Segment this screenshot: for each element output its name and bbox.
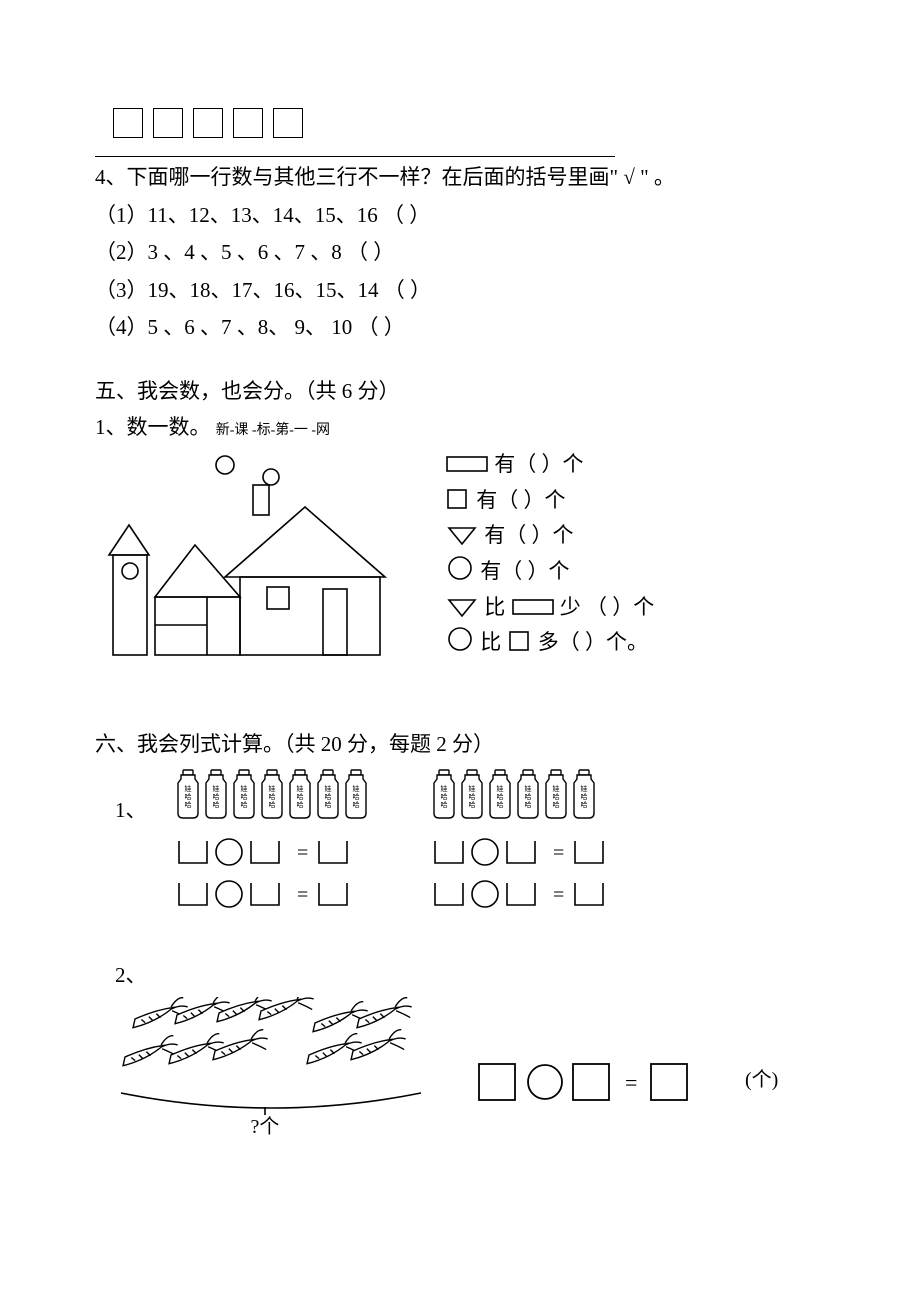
question-4: 4、下面哪一行数与其他三行不一样？在后面的括号里画" √ " 。 （1）11、1…	[95, 161, 825, 345]
svg-text:哈: 哈	[352, 792, 359, 801]
svg-text:娃: 娃	[324, 784, 331, 793]
q4-head: 4、下面哪一行数与其他三行不一样？在后面的括号里画" √ " 。	[95, 161, 825, 195]
cmp1-tail: 少 （ ）个	[560, 595, 655, 619]
svg-text:娃: 娃	[552, 784, 559, 793]
section-5-head: 五、我会数，也会分。（共 6 分）	[95, 375, 825, 405]
svg-text:哈: 哈	[496, 792, 503, 801]
svg-text:哈: 哈	[440, 792, 447, 801]
bottles-left: 娃 哈 哈 娃 哈 哈 娃 哈 哈 娃 哈 哈 娃 哈	[173, 768, 403, 827]
svg-text:娃: 娃	[352, 784, 359, 793]
cmp2-tail: 多（ ）个。	[538, 630, 648, 654]
svg-text:娃: 娃	[468, 784, 475, 793]
svg-text:哈: 哈	[184, 800, 191, 809]
carrots-figure: ?个	[115, 997, 435, 1142]
p2-unit: (个)	[745, 1069, 778, 1091]
svg-text:哈: 哈	[496, 800, 503, 809]
svg-text:哈: 哈	[268, 800, 275, 809]
svg-text:=: =	[553, 842, 564, 864]
svg-text:哈: 哈	[580, 792, 587, 801]
svg-text:娃: 娃	[184, 784, 191, 793]
svg-text:哈: 哈	[524, 800, 531, 809]
q4-row-3: （3）19、18、17、16、15、14 （ ）	[95, 274, 825, 308]
p1-label: 1、	[115, 768, 147, 824]
rectangle-icon	[445, 453, 489, 475]
svg-text:娃: 娃	[440, 784, 447, 793]
bottles-right: 娃 哈 哈 娃 哈 哈 娃 哈 哈 娃 哈 哈 娃 哈	[429, 768, 659, 827]
svg-text:哈: 哈	[324, 792, 331, 801]
equation-row: =	[173, 877, 403, 911]
svg-text:哈: 哈	[324, 800, 331, 809]
svg-text:哈: 哈	[240, 800, 247, 809]
count-square: 有（ ）个	[476, 488, 565, 512]
svg-text:哈: 哈	[184, 792, 191, 801]
count-circle: 有（ ）个	[480, 559, 569, 583]
section-6-head: 六、我会列式计算。（共 20 分，每题 2 分）	[95, 728, 825, 758]
svg-text:=: =	[297, 842, 308, 864]
blank-box	[153, 108, 183, 138]
p2-label: 2、	[115, 959, 825, 989]
triangle-icon	[445, 596, 479, 618]
svg-text:哈: 哈	[240, 792, 247, 801]
circle-icon	[445, 625, 475, 653]
svg-text:哈: 哈	[296, 800, 303, 809]
blank-box	[193, 108, 223, 138]
svg-text:娃: 娃	[580, 784, 587, 793]
svg-text:哈: 哈	[212, 792, 219, 801]
rectangle-icon	[511, 596, 555, 618]
sec5-sub-main: 1、数一数。	[95, 415, 211, 439]
circle-icon	[445, 554, 475, 582]
svg-text:=: =	[625, 1070, 637, 1095]
equation-row: =	[429, 877, 659, 911]
q4-row-1: （1）11、12、13、14、15、16 （ ）	[95, 199, 825, 233]
shape-counts: 有（ ）个 有（ ）个 有（ ）个 有（ ）个 比 少 （ ）个	[445, 447, 654, 661]
triangle-icon	[445, 524, 479, 546]
house-figure	[95, 447, 405, 672]
answer-boxes	[113, 108, 825, 138]
svg-text:哈: 哈	[352, 800, 359, 809]
svg-text:娃: 娃	[212, 784, 219, 793]
problem-2: 2、	[115, 959, 825, 1142]
svg-text:娃: 娃	[240, 784, 247, 793]
svg-text:哈: 哈	[440, 800, 447, 809]
sec5-sub-small: 新-课 -标-第-一 -网	[216, 423, 330, 438]
divider	[95, 156, 615, 157]
svg-text:娃: 娃	[524, 784, 531, 793]
problem-1: 1、 娃 哈 哈 娃 哈 哈 娃 哈 哈	[115, 768, 825, 919]
svg-text:哈: 哈	[580, 800, 587, 809]
svg-text:?个: ?个	[251, 1115, 280, 1137]
q4-row-2: （2）3 、4 、5 、6 、7 、8 （ ）	[95, 236, 825, 270]
svg-text:娃: 娃	[496, 784, 503, 793]
svg-text:哈: 哈	[468, 800, 475, 809]
count-rect: 有（ ）个	[494, 452, 583, 476]
cmp2-mid: 比	[480, 630, 506, 654]
svg-text:=: =	[553, 884, 564, 906]
blank-box	[273, 108, 303, 138]
svg-text:哈: 哈	[524, 792, 531, 801]
equation-row: =	[173, 835, 403, 869]
p2-equation: = (个)	[475, 1058, 778, 1142]
section-5-sub: 1、数一数。 新-课 -标-第-一 -网	[95, 411, 825, 441]
square-icon	[507, 629, 533, 653]
svg-text:哈: 哈	[468, 792, 475, 801]
cmp1-mid: 比	[484, 595, 510, 619]
blank-box	[233, 108, 263, 138]
blank-box	[113, 108, 143, 138]
count-triangle: 有（ ）个	[484, 523, 573, 547]
svg-text:哈: 哈	[552, 800, 559, 809]
svg-text:娃: 娃	[268, 784, 275, 793]
svg-text:哈: 哈	[552, 792, 559, 801]
svg-text:娃: 娃	[296, 784, 303, 793]
square-icon	[445, 487, 471, 511]
equation-row: =	[429, 835, 659, 869]
svg-text:哈: 哈	[296, 792, 303, 801]
svg-text:=: =	[297, 884, 308, 906]
svg-text:哈: 哈	[268, 792, 275, 801]
svg-text:哈: 哈	[212, 800, 219, 809]
q4-row-4: （4）5 、6 、7 、8、 9、 10 （ ）	[95, 311, 825, 345]
